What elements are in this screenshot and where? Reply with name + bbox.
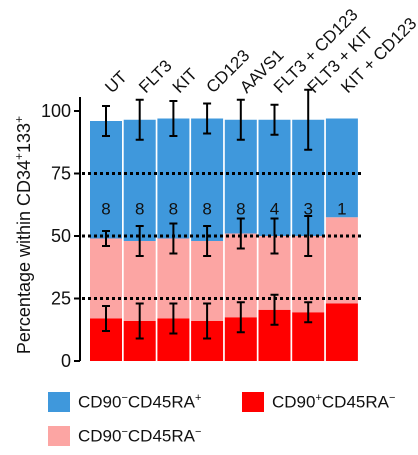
bar-count-labels-layer: 8 8 8 8 8 4 3 1 [101, 200, 346, 219]
bar-segment-cd90neg-cd45raneg [325, 217, 358, 304]
bar-count-label: 8 [236, 200, 245, 219]
legend-label: CD90−CD45RA− [78, 426, 202, 446]
category-label: FLT3 [135, 56, 176, 97]
legend-swatch [48, 426, 70, 447]
legend-item-cd90pos-cd45raneg: CD90+CD45RA− [242, 392, 395, 413]
bar-segment-cd90neg-cd45rapos [325, 118, 358, 218]
bars-layer [90, 118, 358, 361]
y-tick-label: 100 [41, 101, 71, 121]
y-tick-label: 75 [51, 164, 71, 184]
legend-label: CD90+CD45RA− [272, 392, 396, 412]
bar-count-label: 4 [270, 200, 279, 219]
error-bars-layer [102, 88, 313, 340]
bar-segment-cd90neg-cd45rapos [157, 118, 190, 239]
bar-count-label: 8 [169, 200, 178, 219]
bar-count-label: 8 [202, 200, 211, 219]
legend-label: CD90−CD45RA+ [78, 392, 202, 412]
legend-item-cd90neg-cd45raneg: CD90−CD45RA− [48, 426, 201, 447]
legend-swatch [242, 392, 264, 413]
bar-segment-cd90neg-cd45rapos [90, 121, 122, 239]
bar-count-label: 3 [303, 200, 312, 219]
category-label: UT [101, 67, 130, 96]
legend-swatch [48, 392, 70, 413]
legend-item-cd90neg-cd45rapos: CD90−CD45RA+ [48, 392, 201, 413]
bar-segment-cd90neg-cd45rapos [191, 118, 224, 241]
bar-segment-cd90pos-cd45raneg [325, 303, 358, 361]
bar-count-label: 1 [337, 200, 346, 219]
y-tick-label: 50 [51, 226, 71, 246]
bar-count-label: 8 [101, 200, 110, 219]
y-ticks-layer: 0 25 50 75 100 [41, 101, 80, 371]
y-axis-label: Percentage within CD34+133+ [12, 116, 34, 354]
y-tick-label: 0 [61, 351, 71, 371]
bar-segment-cd90neg-cd45rapos [258, 119, 291, 236]
bar-count-label: 8 [135, 200, 144, 219]
y-tick-label: 25 [51, 289, 71, 309]
legend: CD90−CD45RA+ CD90+CD45RA− CD90−CD45RA− [48, 392, 418, 452]
reference-lines-layer [82, 172, 362, 300]
